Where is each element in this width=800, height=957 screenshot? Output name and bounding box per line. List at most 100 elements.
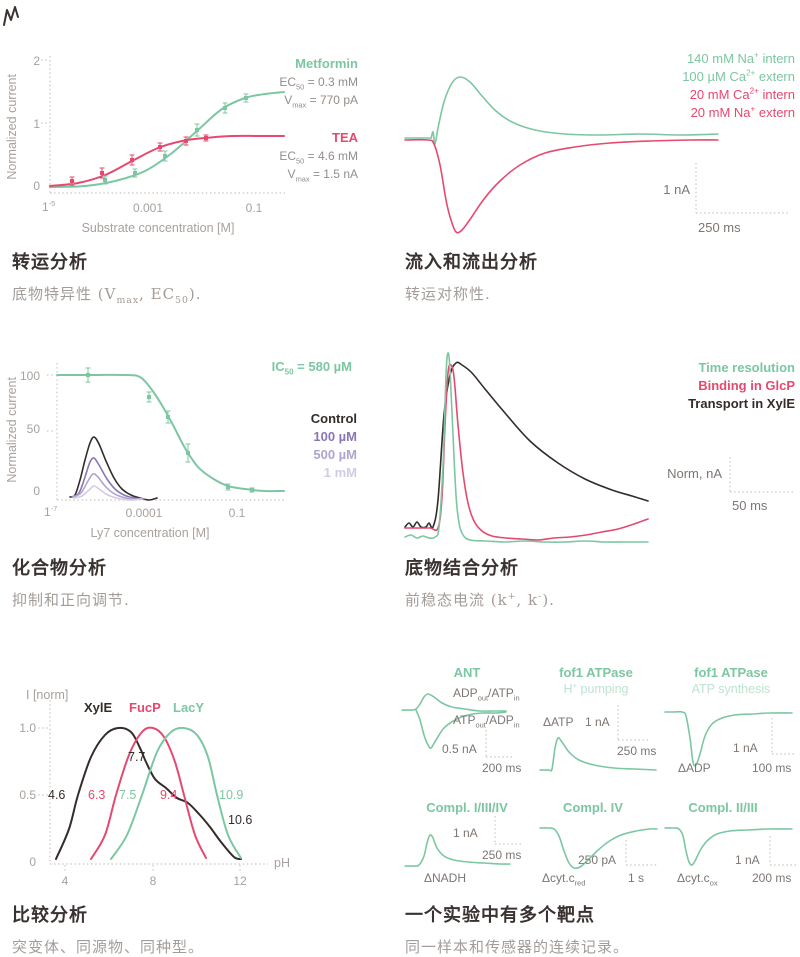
synthesis-current-scale: 1 nA: [733, 741, 758, 755]
caption-comparative: 比较分析 突变体、同源物、同种型。: [12, 901, 204, 957]
inset-trace-500um: [72, 473, 144, 500]
y-tick: 2: [33, 54, 40, 68]
civ-time-scale: 1 s: [628, 871, 645, 885]
legend-control: Control: [310, 411, 357, 426]
inset-trace-1mm: [73, 485, 142, 501]
civ-current-scale: 250 pA: [578, 853, 617, 867]
complex-iv-trace: [539, 827, 658, 870]
y-axis-label: I [norm]: [26, 688, 69, 702]
fof1-pumping-title: fof1 ATPase: [559, 665, 633, 680]
x-tick: 0.1: [228, 506, 246, 520]
time-scale-label: 50 ms: [732, 498, 768, 513]
ic50-data-points: [85, 367, 255, 493]
ph-annotation: 10.6: [228, 813, 253, 827]
ciiiiv-current-scale: 1 nA: [453, 826, 478, 840]
ant-upper-trace: [401, 693, 507, 712]
caption-title: 一个实验中有多个靶点: [405, 905, 595, 926]
x-tick: 0.1: [245, 201, 263, 215]
metformin-data-points: [69, 93, 249, 188]
ciiiii-current-scale: 1 nA: [735, 853, 760, 867]
multi-target-traces: [401, 693, 796, 870]
y-tick-marks: [41, 59, 49, 124]
metformin-vmax-value: Vmax = 770 pA: [284, 93, 358, 110]
tea-ec50-value: EC50 = 4.6 mM: [279, 149, 358, 166]
panel-comparative-analysis: I [norm] 1.0 0.5 0 4 8 12 pH XylE FucP L…: [0, 660, 320, 905]
ant-current-scale: 0.5 nA: [442, 742, 477, 756]
complex-i-iii-iv-title: Compl. I/III/IV: [426, 800, 508, 815]
complex-iv-scale-bars: [625, 840, 658, 866]
adp-atp-label: ADPout/ATPin: [453, 686, 520, 703]
pumping-time-scale: 250 ms: [617, 744, 657, 758]
caption-subtitle: 底物特异性 (Vmax, EC50).: [12, 285, 202, 306]
x-tick-marks: [64, 865, 241, 873]
caption-subtitle: 同一样本和传感器的连续记录。: [405, 938, 630, 956]
caption-binding: 底物结合分析 前稳态电流 (k+, k-).: [405, 554, 555, 610]
complex-i-iii-iv-scale-bars: [494, 816, 521, 845]
ph-annotation: 9.4: [160, 788, 178, 802]
caption-subtitle: 转运对称性.: [405, 285, 491, 303]
influx-trace: [404, 76, 719, 145]
binding-traces-chart: [404, 352, 793, 543]
ic50-curve: [56, 373, 285, 493]
legend-na-extern: 20 mM Na+ extern: [690, 104, 795, 120]
inhibition-chart: [47, 363, 285, 501]
ic50-value-label: IC50 = 580 µM: [271, 359, 352, 377]
ant-title: ANT: [453, 665, 481, 680]
tea-data-points: [69, 134, 209, 186]
metformin-ec50-value: EC50 = 0.3 mM: [279, 75, 358, 92]
ant-lower-trace: [415, 709, 507, 749]
dose-response-legend: Metformin EC50 = 0.3 mM Vmax = 770 pA TE…: [198, 55, 358, 183]
x-tick-log: 1-7: [44, 504, 58, 519]
x-tick-log: 1-5: [42, 199, 56, 214]
caption-title: 比较分析: [12, 905, 88, 926]
lacy-ph-curve: [110, 726, 242, 860]
legend-ca-extern: 100 µM Ca2+ extern: [682, 68, 795, 84]
concentration-legend: Control 100 µM 500 µM 1 mM: [237, 410, 357, 482]
caption-transport: 转运分析 底物特异性 (Vmax, EC50).: [12, 248, 202, 306]
delta-cytc-ox-label: Δcyt.cox: [677, 871, 718, 888]
fof1-synthesis-title: fof1 ATPase: [694, 665, 768, 680]
y-tick: 0.5: [19, 788, 36, 802]
x-axis-label: pH: [274, 856, 290, 870]
y-tick-marks: [38, 727, 48, 796]
delta-atp-label: ΔATP: [543, 715, 574, 729]
x-tick: 0.0001: [125, 506, 163, 520]
efflux-trace: [404, 138, 719, 234]
y-tick: 50: [26, 422, 40, 436]
y-tick: 1.0: [19, 721, 36, 735]
xyle-ph-curve: [55, 726, 242, 860]
caption-title: 流入和流出分析: [405, 252, 538, 273]
complex-ii-iii-trace: [664, 827, 793, 866]
current-scale-label: 1 nA: [663, 182, 690, 197]
legend-na-intern: 140 mM Na+ intern: [686, 50, 795, 66]
caption-subtitle: 突变体、同源物、同种型。: [12, 938, 205, 956]
x-tick: 0.001: [132, 201, 164, 215]
legend-1mm: 1 mM: [323, 465, 357, 480]
ph-annotation: 4.6: [48, 788, 66, 802]
time-scale-label: 250 ms: [698, 220, 741, 235]
tea-curve: [49, 134, 285, 187]
panel-influx-efflux: 140 mM Na+ intern 100 µM Ca2+ extern 20 …: [400, 40, 800, 250]
lacy-series-label: LacY: [173, 700, 205, 715]
corner-mark: [3, 6, 19, 26]
ciiiiv-time-scale: 250 ms: [482, 848, 522, 862]
ph-annotation: 6.3: [88, 788, 106, 802]
ph-annotation: 7.5: [119, 788, 137, 802]
legend-100um: 100 µM: [313, 429, 357, 444]
atp-adp-label: ATPout/ADPin: [453, 713, 520, 730]
influx-efflux-chart: [404, 76, 788, 234]
tea-legend-label: TEA: [332, 130, 358, 145]
caption-multi-target: 一个实验中有多个靶点 同一样本和传感器的连续记录。: [405, 901, 629, 957]
synthesis-time-scale: 100 ms: [752, 761, 792, 775]
pumping-current-scale: 1 nA: [585, 715, 610, 729]
panel-multiple-targets: ANT ADPout/ATPin ATPout/ADPin 0.5 nA 200…: [400, 660, 800, 905]
x-tick: 12: [233, 874, 247, 888]
legend-500um: 500 µM: [313, 447, 357, 462]
ant-scale-bars: [485, 730, 512, 758]
norm-scale-label: Norm, nA: [667, 466, 722, 481]
complex-iv-title: Compl. IV: [563, 800, 623, 815]
y-axis-label: Normalized current: [5, 74, 20, 180]
panel-transport-analysis: Normalized current 2 1 0 1-5 0.001 0.1 S…: [0, 40, 400, 250]
binding-legend: Time resolution Binding in GlcP Transpor…: [595, 359, 795, 413]
